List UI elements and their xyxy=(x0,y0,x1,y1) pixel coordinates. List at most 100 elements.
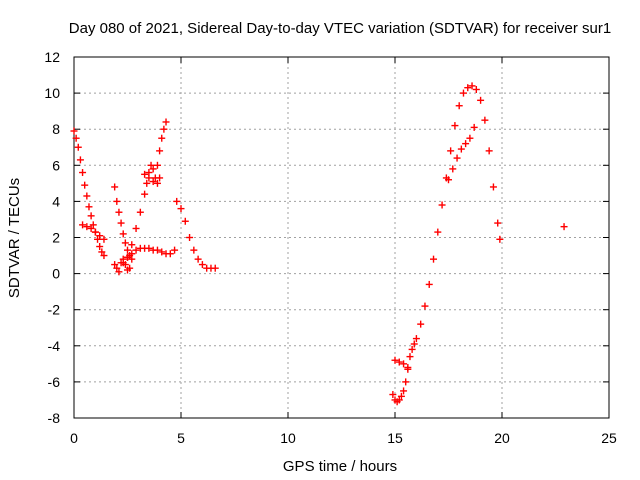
data-point xyxy=(181,217,189,225)
data-point xyxy=(417,320,425,328)
data-point xyxy=(211,264,219,272)
data-point xyxy=(412,335,420,343)
data-point xyxy=(145,174,153,182)
data-point xyxy=(87,212,95,220)
data-point xyxy=(72,134,80,142)
data-point xyxy=(85,203,93,211)
data-point xyxy=(395,396,403,404)
data-point xyxy=(421,302,429,310)
sdtvar-arc-13 xyxy=(560,223,568,231)
y-tick-labels: -8 -6 -4 -2 0 2 4 6 8 10 12 xyxy=(44,49,60,426)
data-point xyxy=(459,89,467,97)
data-point xyxy=(177,205,185,213)
data-point xyxy=(395,358,403,366)
data-point xyxy=(438,201,446,209)
data-point xyxy=(190,246,198,254)
data-point xyxy=(87,224,95,232)
data-point xyxy=(560,223,568,231)
data-point xyxy=(91,228,99,236)
data-point xyxy=(406,353,414,361)
axis-ticks xyxy=(73,56,610,419)
data-point xyxy=(447,147,455,155)
data-point xyxy=(402,378,410,386)
x-tick-label: 0 xyxy=(70,430,78,446)
data-point xyxy=(128,241,136,249)
data-point xyxy=(160,125,168,133)
data-point xyxy=(94,235,102,243)
data-point xyxy=(430,255,438,263)
chart-title: Day 080 of 2021, Sidereal Day-to-day VTE… xyxy=(69,20,611,37)
x-tick-label: 20 xyxy=(494,430,510,446)
y-tick-label: 8 xyxy=(52,121,60,137)
data-point xyxy=(132,246,140,254)
data-point xyxy=(470,123,478,131)
data-point xyxy=(481,116,489,124)
data-point xyxy=(126,264,134,272)
x-tick-label: 10 xyxy=(280,430,296,446)
sdtvar-arc-6 xyxy=(124,161,157,261)
data-point xyxy=(153,246,161,254)
data-point xyxy=(128,250,136,258)
data-point xyxy=(425,280,433,288)
data-point xyxy=(434,228,442,236)
data-point xyxy=(113,197,121,205)
data-point xyxy=(143,179,151,187)
data-point xyxy=(83,223,91,231)
data-point xyxy=(153,161,161,169)
data-point xyxy=(79,169,87,177)
data-point xyxy=(83,192,91,200)
data-point xyxy=(124,253,131,261)
data-point xyxy=(186,234,194,241)
data-point xyxy=(96,243,104,251)
data-point xyxy=(98,248,106,256)
data-point xyxy=(96,232,104,240)
y-tick-label: 2 xyxy=(52,230,60,246)
data-point xyxy=(400,360,408,368)
data-point xyxy=(145,244,153,252)
data-point xyxy=(389,391,397,399)
data-point xyxy=(76,156,84,164)
data-point xyxy=(466,134,474,142)
y-tick-label: -6 xyxy=(48,374,61,390)
data-point xyxy=(156,147,164,155)
y-tick-label: 10 xyxy=(44,85,60,101)
x-tick-labels: 0 5 10 15 20 25 xyxy=(70,430,617,446)
data-point xyxy=(119,259,127,267)
data-point xyxy=(194,255,202,263)
x-axis-label: GPS time / hours xyxy=(283,458,397,475)
data-point xyxy=(141,170,149,178)
data-point xyxy=(151,174,159,182)
data-point xyxy=(115,208,123,216)
y-tick-label: 4 xyxy=(52,193,60,209)
data-point xyxy=(147,161,155,169)
sdtvar-arc-12 xyxy=(445,123,478,184)
data-point xyxy=(81,181,89,189)
data-point xyxy=(397,392,405,400)
data-point xyxy=(119,230,127,238)
data-point xyxy=(171,246,179,254)
data-point xyxy=(166,250,174,258)
data-point xyxy=(489,183,497,191)
data-point xyxy=(136,208,144,216)
data-point xyxy=(451,122,459,130)
sdtvar-arc-11 xyxy=(391,356,412,371)
data-point xyxy=(462,140,470,148)
y-tick-label: -4 xyxy=(48,338,61,354)
data-point xyxy=(149,178,157,186)
data-point xyxy=(455,102,463,110)
sdtvar-main-arc xyxy=(70,127,108,260)
y-tick-label: -8 xyxy=(48,410,61,426)
sdtvar-arc-9 xyxy=(173,197,219,272)
data-point xyxy=(100,235,108,243)
data-point xyxy=(132,224,140,232)
data-point xyxy=(496,235,504,243)
data-point xyxy=(457,145,465,153)
data-point xyxy=(404,363,412,371)
data-point xyxy=(464,84,472,92)
data-point xyxy=(494,219,502,227)
data-point xyxy=(408,345,416,353)
data-point xyxy=(111,183,119,191)
data-point xyxy=(79,221,87,229)
data-point xyxy=(162,118,170,126)
